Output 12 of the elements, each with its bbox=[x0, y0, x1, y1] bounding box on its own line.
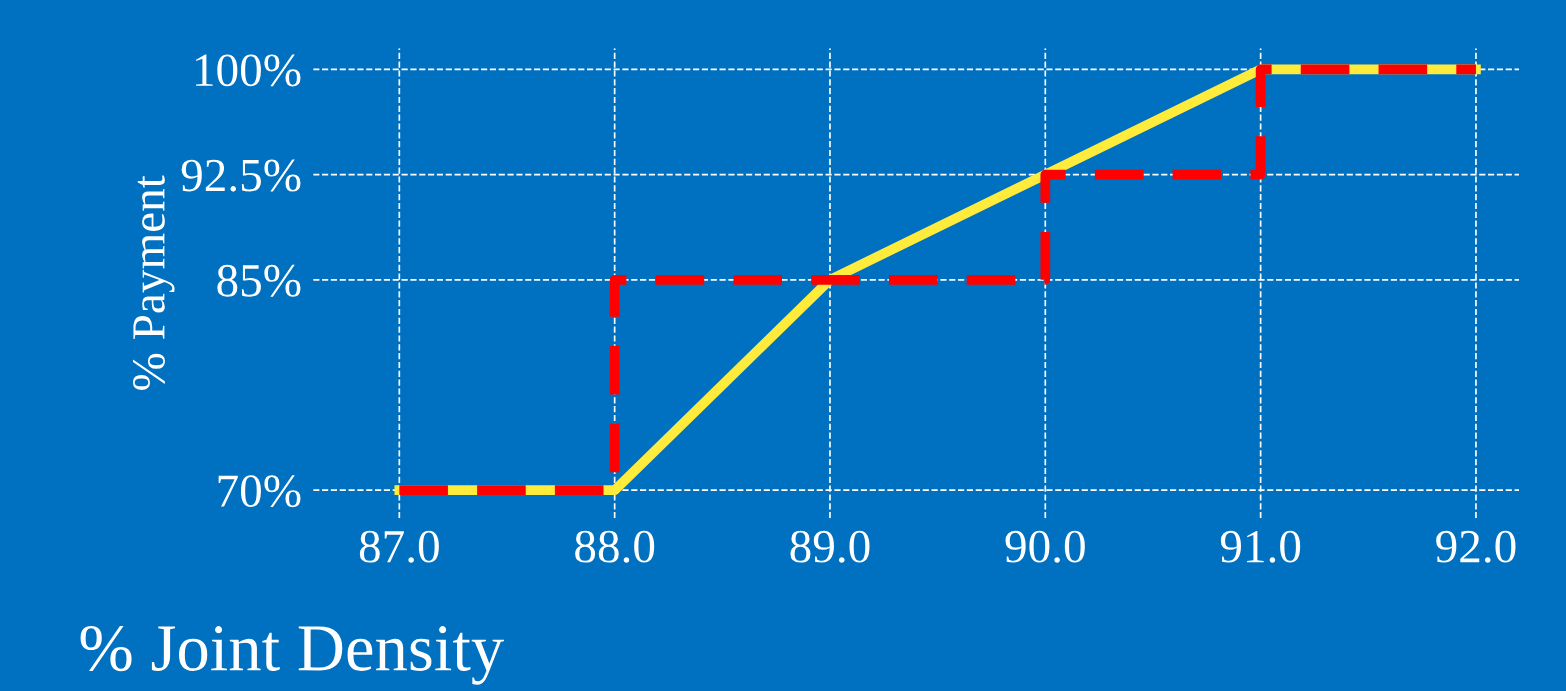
y-axis-title: % Payment bbox=[132, 175, 175, 390]
x-tick-label: 88.0 bbox=[575, 530, 655, 563]
x-tick-label: 90.0 bbox=[1005, 530, 1085, 563]
x-axis-title: % Joint Density bbox=[80, 625, 504, 685]
y-tick-label: 92.5% bbox=[181, 159, 301, 192]
y-tick-label: 70% bbox=[218, 475, 301, 508]
x-tick-label: 89.0 bbox=[790, 530, 870, 563]
x-tick-label: 92.0 bbox=[1436, 530, 1516, 563]
x-tick-label: 91.0 bbox=[1220, 530, 1301, 563]
x-tick-label: 87.0 bbox=[359, 530, 439, 563]
y-tick-label: 100% bbox=[196, 54, 301, 87]
y-tick-label: 85% bbox=[217, 264, 301, 297]
